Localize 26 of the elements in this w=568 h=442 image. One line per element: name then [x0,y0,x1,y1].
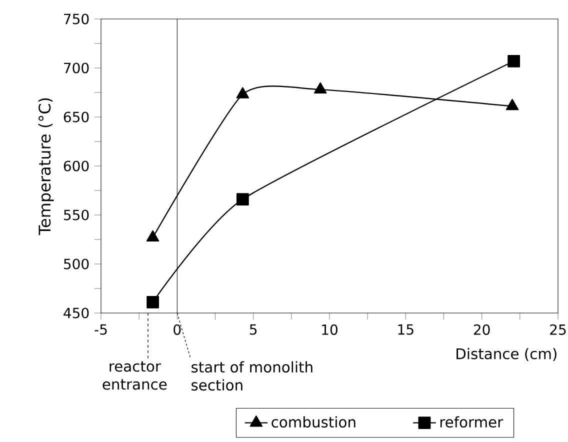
point [146,296,159,308]
x-tick-label: 0 [174,324,181,335]
text: reactor entrance [102,361,167,390]
x-tick-label: 5 [250,324,257,335]
legend-label: combustion [272,416,356,428]
annotation: start of monolith section [192,361,312,391]
point [314,82,327,94]
x-tick-label: 15 [398,324,414,335]
y-tick-label: 450 [64,308,89,318]
point [506,98,519,110]
x-tick-label: 20 [474,324,490,335]
y-tick-label: 700 [64,62,89,74]
point [236,193,249,206]
point [236,87,250,98]
point [146,230,160,242]
y-axis-title: Temperature (°C) [38,98,54,236]
y-tick-label: 550 [64,210,89,220]
x-tick-label: 10 [322,324,338,335]
x-axis-title: Distance (cm) [456,348,556,361]
x-tick-label: -5 [94,324,107,335]
legend-label: reformer [440,416,504,428]
y-tick-label: 650 [64,112,89,122]
y-tick-label: 750 [64,14,89,24]
x-tick-label: 25 [550,324,566,335]
y-tick-label: 500 [64,258,89,270]
y-tick-label: 600 [64,160,89,172]
